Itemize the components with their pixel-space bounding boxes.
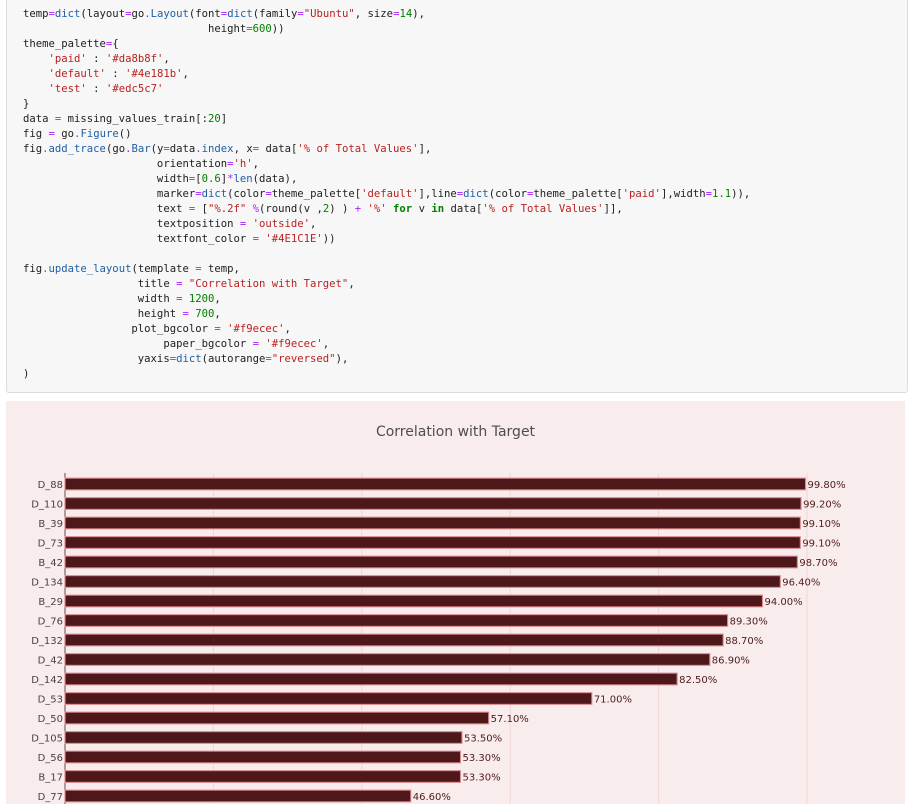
y-tick-label: D_56 [38,753,63,764]
code-line: fig.add_trace(go.Bar(y=data.index, x= da… [23,143,432,155]
data-label: 94.00% [764,597,802,608]
chart-title: Correlation with Target [375,424,536,440]
code-line: marker=dict(color=theme_palette['default… [23,188,751,200]
code-line: } [23,98,30,110]
code-line: yaxis=dict(autorange="reversed"), [23,353,349,365]
data-label: 98.70% [799,558,837,569]
code-line: data = missing_values_train[:20] [23,113,228,125]
code-line: fig.update_layout(template = temp, [23,263,240,275]
data-label: 99.10% [802,539,840,550]
code-line: height=600)) [23,23,285,35]
y-tick-label: D_142 [31,675,63,686]
y-tick-label: D_42 [38,656,63,667]
code-line: title = "Correlation with Target", [23,278,355,290]
bar [64,614,729,627]
code-line: 'paid' : '#da8b8f', [48,53,170,65]
bar [64,497,802,510]
bar [64,516,801,530]
code-line: height = 700, [23,308,221,320]
code-line: paper_bgcolor = '#f9ecec', [23,338,330,350]
code-line: textposition = 'outside', [23,218,317,230]
bar [64,653,711,666]
data-label: 86.90% [712,656,750,667]
code-line: temp=dict(layout=go.Layout(font=dict(fam… [23,8,425,20]
code-line: 'default' : '#4e181b', [48,68,189,80]
data-label: 99.80% [808,480,846,491]
code-line: width=[0.6]*len(data), [23,173,298,185]
bar [64,672,678,686]
data-label: 53.50% [464,734,502,745]
output-area: Correlation with Target D_88 99.80% D_110 9… [6,401,905,804]
y-tick-label: D_88 [38,480,63,491]
data-label: 57.10% [491,714,529,725]
bar [64,477,807,491]
bar [64,789,412,803]
y-tick-label: B_42 [38,558,63,569]
code-line: fig = go.Figure() [23,128,132,140]
code-line: theme_palette={ [23,38,119,50]
code-cell[interactable]: temp=dict(layout=go.Layout(font=dict(fam… [6,0,908,393]
bar [64,731,463,744]
bar [64,594,764,608]
code-line: ) [23,368,30,380]
y-tick-label: D_53 [38,695,63,706]
y-tick-label: D_105 [31,734,63,745]
bar [64,770,462,783]
y-tick-label: B_39 [38,519,63,530]
y-tick-label: D_132 [31,636,63,647]
data-label: 53.30% [462,773,500,784]
data-label: 99.10% [802,519,840,530]
bar-chart: D_88 99.80% D_110 99.20% B_39 99.10% D_73 99.10… [31,473,846,804]
bar [64,711,490,725]
data-label: 82.50% [679,675,717,686]
data-label: 89.30% [730,617,768,628]
y-tick-label: B_29 [38,597,63,608]
y-tick-label: D_73 [38,539,63,550]
y-tick-label: B_17 [38,773,63,784]
data-label: 53.30% [462,753,500,764]
y-tick-label: D_134 [31,578,63,589]
y-tick-label: D_76 [38,617,63,628]
bar [64,750,462,764]
data-label: 71.00% [594,695,632,706]
y-tick-label: D_50 [38,714,63,725]
code-line: orientation='h', [23,158,260,170]
code-line: plot_bgcolor = '#f9ecec', [23,323,291,335]
data-label: 46.60% [413,792,451,803]
y-tick-label: D_110 [31,500,63,511]
data-label: 88.70% [725,636,763,647]
code-line: textfont_color = '#4E1C1E')) [23,233,336,245]
data-label: 96.40% [782,578,820,589]
bar [64,575,781,588]
bar [64,633,724,647]
code-line: width = 1200, [23,293,221,305]
bar [64,692,593,705]
bar [64,555,798,569]
y-tick-label: D_77 [38,792,63,803]
code-editor[interactable]: temp=dict(layout=go.Layout(font=dict(fam… [23,7,750,382]
code-line: 'test' : '#edc5c7' [48,83,164,95]
code-line: text = ["%.2f" %(round(v ,2) ) + '%' for… [23,203,623,215]
bar [64,536,801,549]
data-label: 99.20% [803,500,841,511]
